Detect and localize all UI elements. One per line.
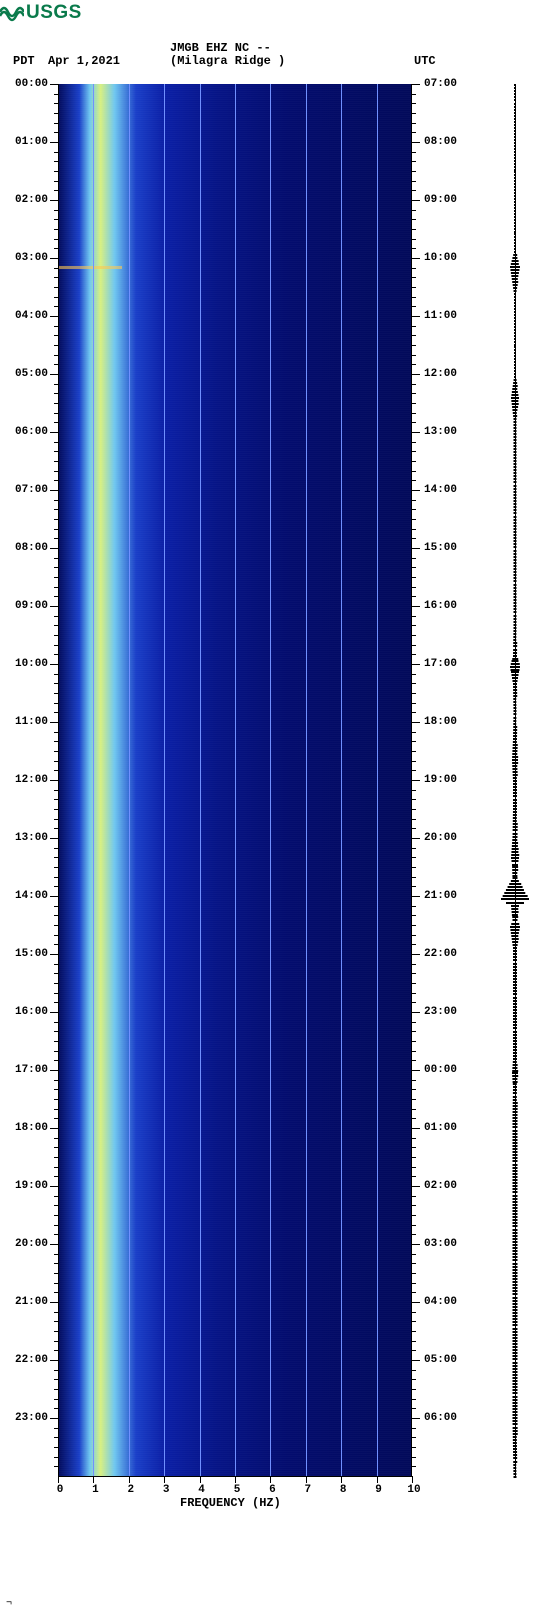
y-left-label: 14:00 bbox=[15, 890, 48, 902]
y-right-label: 05:00 bbox=[424, 1354, 457, 1366]
usgs-logo: USGS bbox=[0, 2, 82, 24]
x-tick-label: 2 bbox=[124, 1484, 138, 1496]
y-right-label: 16:00 bbox=[424, 600, 457, 612]
x-tick-label: 3 bbox=[159, 1484, 173, 1496]
x-tick-label: 8 bbox=[336, 1484, 350, 1496]
page-root: USGS JMGB EHZ NC -- PDT Apr 1,2021 (Mila… bbox=[0, 0, 552, 1613]
y-left-label: 23:00 bbox=[15, 1412, 48, 1424]
amplitude-track bbox=[495, 84, 535, 1476]
grid-line bbox=[306, 84, 307, 1476]
y-right-label: 09:00 bbox=[424, 194, 457, 206]
y-left-label: 02:00 bbox=[15, 194, 48, 206]
y-left-label: 06:00 bbox=[15, 426, 48, 438]
usgs-logo-text: USGS bbox=[26, 2, 82, 24]
station-location: (Milagra Ridge ) bbox=[170, 54, 285, 68]
grid-line bbox=[341, 84, 342, 1476]
y-right-label: 19:00 bbox=[424, 774, 457, 786]
y-left-label: 11:00 bbox=[15, 716, 48, 728]
y-left-label: 10:00 bbox=[15, 658, 48, 670]
y-right-label: 01:00 bbox=[424, 1122, 457, 1134]
header-date: Apr 1,2021 bbox=[48, 54, 120, 68]
y-right-label: 03:00 bbox=[424, 1238, 457, 1250]
y-left-label: 00:00 bbox=[15, 78, 48, 90]
y-right-label: 12:00 bbox=[424, 368, 457, 380]
grid-line bbox=[93, 84, 94, 1476]
station-code: JMGB EHZ NC -- bbox=[170, 41, 271, 55]
spectrogram-plot: 00:0001:0002:0003:0004:0005:0006:0007:00… bbox=[58, 84, 412, 1476]
grid-line bbox=[200, 84, 201, 1476]
timezone-left: PDT bbox=[13, 54, 35, 68]
y-right-label: 00:00 bbox=[424, 1064, 457, 1076]
y-right-label: 22:00 bbox=[424, 948, 457, 960]
y-left-label: 17:00 bbox=[15, 1064, 48, 1076]
y-right-label: 20:00 bbox=[424, 832, 457, 844]
y-right-label: 08:00 bbox=[424, 136, 457, 148]
x-tick-label: 0 bbox=[53, 1484, 67, 1496]
y-right-label: 18:00 bbox=[424, 716, 457, 728]
x-axis-title: FREQUENCY (HZ) bbox=[180, 1496, 281, 1510]
y-left-label: 19:00 bbox=[15, 1180, 48, 1192]
y-left-label: 15:00 bbox=[15, 948, 48, 960]
grid-line bbox=[270, 84, 271, 1476]
y-right-label: 14:00 bbox=[424, 484, 457, 496]
grid-line bbox=[235, 84, 236, 1476]
y-left-label: 03:00 bbox=[15, 252, 48, 264]
y-left-label: 01:00 bbox=[15, 136, 48, 148]
y-left-label: 04:00 bbox=[15, 310, 48, 322]
timezone-right: UTC bbox=[414, 54, 436, 68]
x-tick-label: 10 bbox=[407, 1484, 421, 1496]
y-left-label: 18:00 bbox=[15, 1122, 48, 1134]
y-right-label: 13:00 bbox=[424, 426, 457, 438]
y-right-label: 07:00 bbox=[424, 78, 457, 90]
y-left-label: 07:00 bbox=[15, 484, 48, 496]
y-left-label: 08:00 bbox=[15, 542, 48, 554]
x-tick-label: 7 bbox=[301, 1484, 315, 1496]
x-tick-label: 5 bbox=[230, 1484, 244, 1496]
x-tick-label: 9 bbox=[372, 1484, 386, 1496]
y-right-label: 17:00 bbox=[424, 658, 457, 670]
y-right-label: 06:00 bbox=[424, 1412, 457, 1424]
y-left-label: 05:00 bbox=[15, 368, 48, 380]
x-tick-label: 6 bbox=[265, 1484, 279, 1496]
y-left-label: 13:00 bbox=[15, 832, 48, 844]
y-right-label: 15:00 bbox=[424, 542, 457, 554]
grid-line bbox=[164, 84, 165, 1476]
y-left-label: 20:00 bbox=[15, 1238, 48, 1250]
y-right-label: 10:00 bbox=[424, 252, 457, 264]
x-tick-label: 4 bbox=[195, 1484, 209, 1496]
y-left-label: 21:00 bbox=[15, 1296, 48, 1308]
y-right-label: 11:00 bbox=[424, 310, 457, 322]
usgs-wave-icon bbox=[0, 4, 24, 22]
footer-mark: ¬ bbox=[6, 1598, 12, 1609]
grid-line bbox=[129, 84, 130, 1476]
spectrogram-canvas bbox=[58, 84, 412, 1476]
grid-line bbox=[377, 84, 378, 1476]
y-left-label: 22:00 bbox=[15, 1354, 48, 1366]
y-right-label: 21:00 bbox=[424, 890, 457, 902]
y-right-label: 02:00 bbox=[424, 1180, 457, 1192]
y-left-label: 09:00 bbox=[15, 600, 48, 612]
y-left-label: 16:00 bbox=[15, 1006, 48, 1018]
y-left-label: 12:00 bbox=[15, 774, 48, 786]
y-right-label: 23:00 bbox=[424, 1006, 457, 1018]
x-tick-label: 1 bbox=[88, 1484, 102, 1496]
y-right-label: 04:00 bbox=[424, 1296, 457, 1308]
